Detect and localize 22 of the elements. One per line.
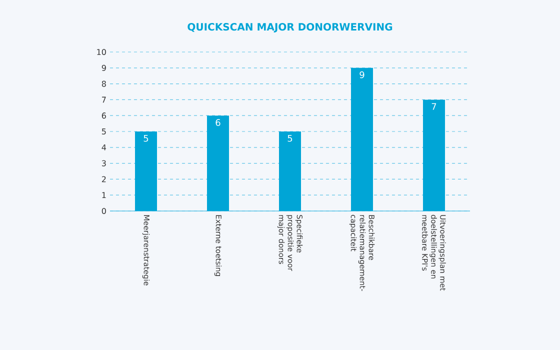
y-tick-label: 4 <box>102 144 106 150</box>
data-label: 7 <box>432 103 436 110</box>
data-label: 5 <box>144 135 148 142</box>
y-tick-label: 10 <box>97 48 106 56</box>
y-tick-label: 8 <box>102 80 106 87</box>
y-tick-label: 3 <box>102 160 106 166</box>
bar <box>279 131 301 211</box>
chart-title: QUICKSCAN MAJOR DONORWERVING <box>188 23 392 32</box>
y-tick-label: 1 <box>102 192 106 198</box>
y-tick-label: 6 <box>102 112 106 119</box>
bar <box>350 68 373 211</box>
bar <box>422 100 445 211</box>
y-tick-label: 0 <box>102 208 106 214</box>
y-tick-label: 7 <box>102 96 106 103</box>
bar <box>207 116 229 211</box>
y-tick-label: 5 <box>102 128 106 134</box>
y-tick-label: 2 <box>102 176 106 182</box>
y-tick-label: 9 <box>102 64 106 71</box>
data-label: 6 <box>216 119 220 126</box>
data-label: 9 <box>360 71 364 78</box>
bar <box>135 131 158 211</box>
data-label: 5 <box>288 135 292 142</box>
